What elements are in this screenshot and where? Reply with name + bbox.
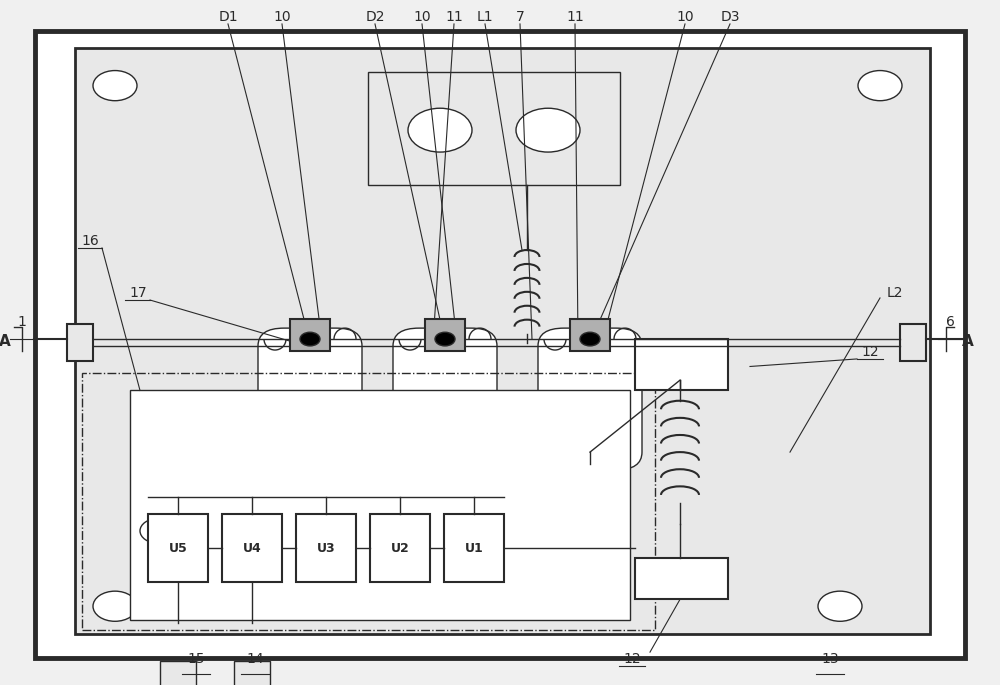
- Circle shape: [818, 591, 862, 621]
- Text: 11: 11: [445, 10, 463, 24]
- Text: U5: U5: [169, 542, 187, 554]
- Text: 17: 17: [129, 286, 147, 300]
- Text: 10: 10: [676, 10, 694, 24]
- Circle shape: [516, 108, 580, 152]
- Text: 6: 6: [946, 315, 954, 329]
- Text: 1: 1: [18, 315, 26, 329]
- Text: 10: 10: [413, 10, 431, 24]
- Text: L2: L2: [887, 286, 903, 300]
- Circle shape: [93, 591, 137, 621]
- Text: 12: 12: [623, 652, 641, 666]
- FancyBboxPatch shape: [393, 328, 497, 470]
- Text: D3: D3: [720, 10, 740, 24]
- Circle shape: [435, 332, 455, 346]
- Circle shape: [580, 332, 600, 346]
- Bar: [570, 319, 610, 351]
- Text: U4: U4: [243, 542, 261, 554]
- Bar: [425, 319, 465, 351]
- Text: L1: L1: [477, 10, 493, 24]
- Bar: [900, 324, 926, 361]
- Bar: [234, 661, 270, 685]
- Text: 10: 10: [273, 10, 291, 24]
- Text: 11: 11: [566, 10, 584, 24]
- Bar: [296, 514, 356, 582]
- Text: 13: 13: [821, 652, 839, 666]
- Text: U3: U3: [317, 542, 335, 554]
- Text: D2: D2: [365, 10, 385, 24]
- Bar: [368, 72, 620, 185]
- FancyBboxPatch shape: [538, 328, 642, 470]
- Text: 7: 7: [516, 10, 524, 24]
- Bar: [67, 324, 93, 361]
- Circle shape: [858, 71, 902, 101]
- Bar: [222, 514, 282, 582]
- Circle shape: [140, 519, 176, 543]
- FancyBboxPatch shape: [258, 328, 362, 470]
- Bar: [635, 339, 728, 390]
- Text: A: A: [0, 334, 11, 349]
- Text: 12: 12: [861, 345, 879, 359]
- Text: U1: U1: [465, 542, 483, 554]
- Bar: [148, 514, 208, 582]
- Bar: [130, 390, 630, 620]
- Bar: [82, 373, 655, 630]
- Bar: [370, 514, 430, 582]
- Bar: [444, 514, 504, 582]
- Text: 15: 15: [187, 652, 205, 666]
- Text: 16: 16: [81, 234, 99, 248]
- Text: D1: D1: [218, 10, 238, 24]
- Text: U2: U2: [391, 542, 409, 554]
- Text: 14: 14: [246, 652, 264, 666]
- Text: A: A: [962, 334, 974, 349]
- Bar: [635, 558, 728, 599]
- Circle shape: [408, 108, 472, 152]
- Circle shape: [300, 332, 320, 346]
- Bar: [290, 319, 330, 351]
- Bar: [75, 48, 930, 634]
- Circle shape: [93, 71, 137, 101]
- Bar: [160, 661, 196, 685]
